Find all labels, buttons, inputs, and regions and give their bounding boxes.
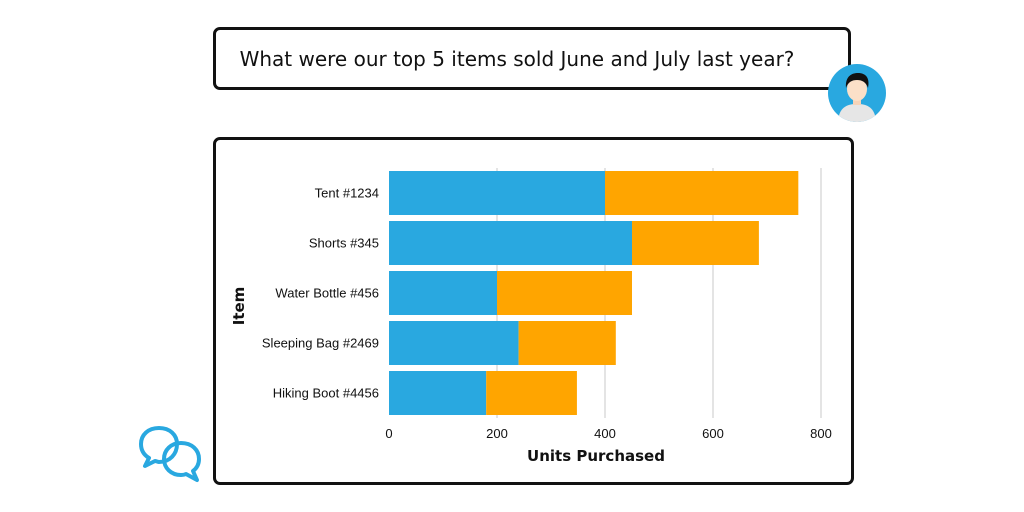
bar-series1-3 (389, 271, 497, 315)
stacked-bar-chart: Tent #1234 Shorts #345 Water Bottle #456 Sl… (230, 168, 832, 465)
x-tick-labels: 0 200 400 600 800 (385, 426, 831, 441)
y-axis-label: Item (230, 287, 248, 326)
bar-series1-4 (389, 321, 519, 365)
bar-series1-2 (389, 221, 632, 265)
category-label: Water Bottle #456 (275, 286, 379, 301)
bar-series2-3 (497, 271, 632, 315)
question-bubble: What were our top 5 items sold June and … (213, 27, 851, 90)
bar-series2-4 (518, 321, 616, 365)
category-label: Shorts #345 (309, 236, 379, 251)
x-tick-label: 400 (594, 426, 616, 441)
bar-series2-1 (605, 171, 799, 215)
question-text: What were our top 5 items sold June and … (239, 46, 795, 71)
category-labels: Tent #1234 Shorts #345 Water Bottle #456 Sl… (262, 186, 379, 401)
bars (389, 171, 799, 415)
x-axis-label: Units Purchased (527, 447, 665, 465)
x-tick-label: 800 (810, 426, 832, 441)
bar-series1-5 (389, 371, 487, 415)
x-tick-label: 200 (486, 426, 508, 441)
category-label: Sleeping Bag #2469 (262, 336, 379, 351)
category-label: Hiking Boot #4456 (273, 386, 379, 401)
category-label: Tent #1234 (315, 186, 379, 201)
bar-series1-1 (389, 171, 605, 215)
bar-series2-2 (632, 221, 759, 265)
chat-bubbles-icon (139, 426, 201, 482)
bar-series2-5 (486, 371, 577, 415)
x-tick-label: 600 (702, 426, 724, 441)
user-avatar-icon (828, 64, 886, 122)
x-tick-label: 0 (385, 426, 392, 441)
chart-panel: Tent #1234 Shorts #345 Water Bottle #456 Sl… (213, 137, 854, 485)
